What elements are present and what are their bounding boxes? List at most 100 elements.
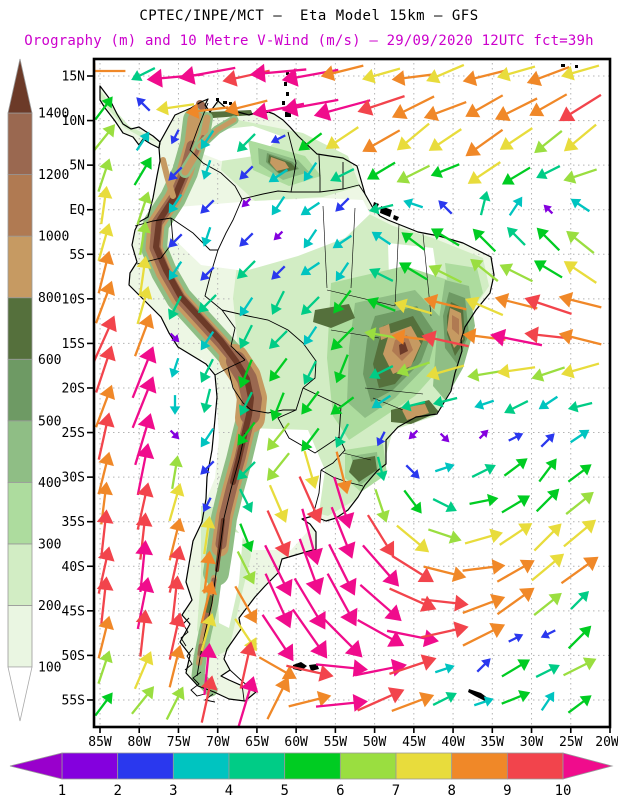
- wind-arrow: [398, 262, 428, 281]
- wind-arrow: [396, 122, 430, 151]
- wind-arrow: [335, 261, 350, 282]
- wind-arrow: [376, 456, 388, 482]
- wind-arrow: [566, 230, 595, 254]
- wind-arrow: [369, 268, 394, 282]
- wind-arrow: [94, 384, 115, 428]
- wind-arrow: [266, 510, 291, 558]
- wind-arrow: [426, 63, 465, 84]
- wind-arrow: [496, 363, 536, 379]
- wind-arrow: [155, 100, 195, 116]
- wind-arrow: [357, 95, 405, 116]
- wind-arrow: [333, 289, 352, 314]
- wind-arrow: [301, 508, 323, 566]
- wind-arrow: [494, 97, 538, 121]
- tick-label: 6: [336, 783, 344, 799]
- wind-arrow: [423, 565, 467, 582]
- wind-arrow: [200, 330, 215, 351]
- wind-arrow: [200, 580, 217, 624]
- wind-arrow: [330, 396, 355, 415]
- wind-arrow: [569, 429, 590, 444]
- wind-arrow: [300, 296, 320, 316]
- wind-arrow: [432, 498, 457, 512]
- wind-arrow: [474, 399, 495, 410]
- wind-arrow: [300, 261, 321, 276]
- wind-arrow: [376, 431, 386, 447]
- wind-arrow: [531, 553, 565, 582]
- wind-arrow: [298, 132, 323, 151]
- wind-arrow: [332, 234, 353, 249]
- wind-arrow: [303, 228, 318, 249]
- wind-arrow: [93, 315, 117, 363]
- wind-arrow: [531, 366, 566, 382]
- wind-arrow: [391, 95, 435, 119]
- tick-label: 65W: [245, 735, 269, 750]
- wind-arrow: [470, 258, 499, 282]
- wind-arrow: [94, 280, 115, 324]
- wind-arrow: [201, 159, 212, 180]
- wind-arrow: [462, 69, 506, 86]
- wind-arrow: [366, 514, 395, 557]
- wind-arrow: [315, 693, 368, 712]
- wind-arrow: [168, 517, 185, 561]
- wind-arrow: [472, 228, 497, 253]
- wind-arrow: [266, 676, 290, 720]
- wind-arrow: [239, 232, 254, 247]
- wind-arrow: [570, 198, 591, 213]
- wind-arrow: [335, 423, 349, 448]
- wind-arrow: [533, 592, 562, 616]
- wind-arrow: [538, 458, 557, 483]
- wind-arrow: [303, 450, 320, 489]
- tick-label: 10: [555, 783, 572, 799]
- wind-arrow: [465, 128, 504, 157]
- wind-arrow: [169, 357, 180, 378]
- wind-arrow: [131, 67, 156, 81]
- wind-arrow: [421, 594, 469, 612]
- wind-arrow: [570, 590, 590, 610]
- wind-arrow: [270, 134, 286, 144]
- wind-arrow: [499, 127, 533, 150]
- wind-arrow: [334, 354, 349, 384]
- wind-arrow: [169, 455, 183, 489]
- wind-arrow: [264, 544, 293, 597]
- wind-arrow: [200, 427, 215, 448]
- wind-arrow: [301, 427, 320, 452]
- tick-label: 55W: [324, 735, 348, 750]
- wind-arrow: [423, 100, 467, 121]
- wind-arrow: [396, 361, 431, 377]
- wind-arrow: [168, 260, 183, 281]
- tick-label: 35W: [481, 735, 505, 750]
- wind-arrow: [291, 608, 328, 659]
- wind-arrow: [168, 483, 185, 522]
- wind-arrow: [168, 166, 183, 181]
- wind-arrow: [131, 346, 157, 399]
- tick-label: 20S: [62, 381, 85, 396]
- wind-arrow: [200, 675, 218, 723]
- longitude-axis: 85W 80W 75W 70W 65W 60W 55W 50W 45W 40W 35W 30W 25W 2…: [88, 728, 618, 750]
- wind-arrow: [133, 313, 154, 357]
- wind-arrow: [529, 93, 568, 117]
- orography-colorbar: 100 200 300 400 500 600 800 1000 1200 1400: [7, 58, 69, 722]
- tick-label: 4: [225, 783, 233, 799]
- wind-arrow: [133, 156, 152, 186]
- wind-arrow: [535, 488, 560, 513]
- wind-arrow: [432, 692, 457, 706]
- wind-arrow: [200, 358, 214, 383]
- wind-arrow: [467, 368, 501, 382]
- wind-arrow: [168, 193, 183, 214]
- wind-arrow: [357, 687, 405, 712]
- wind-arrow: [301, 390, 320, 415]
- wind-arrow: [239, 488, 253, 513]
- wind-arrow: [526, 65, 570, 86]
- wind-arrow: [236, 260, 256, 280]
- wind-arrow: [93, 124, 116, 153]
- wind-arrow: [467, 161, 501, 184]
- wind-arrow: [428, 128, 462, 151]
- wind-arrow: [252, 102, 305, 121]
- wind-arrow: [97, 451, 114, 495]
- wind-arrow: [303, 325, 318, 346]
- wind-arrow: [96, 509, 114, 557]
- wind-arrow: [281, 98, 339, 117]
- wind-arrow: [241, 197, 252, 208]
- wind-arrow: [271, 265, 286, 280]
